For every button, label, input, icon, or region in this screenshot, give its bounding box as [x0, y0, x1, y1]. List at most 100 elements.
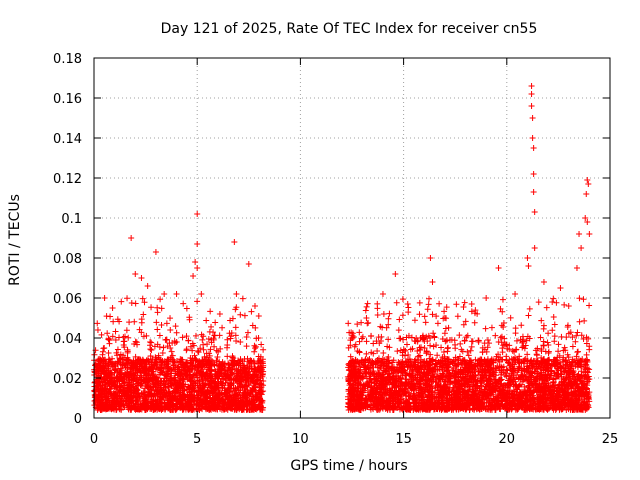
data-point — [167, 315, 174, 322]
data-point — [526, 305, 533, 312]
chart-title: Day 121 of 2025, Rate Of TEC Index for r… — [161, 21, 538, 37]
data-point — [535, 299, 542, 306]
data-point — [180, 300, 187, 307]
data-point — [212, 319, 219, 326]
data-point — [252, 324, 259, 331]
data-point — [114, 346, 121, 353]
data-point — [98, 331, 105, 338]
data-point — [106, 340, 113, 347]
data-point — [94, 320, 101, 327]
data-point — [454, 313, 461, 320]
data-point — [204, 341, 211, 348]
data-point — [190, 342, 197, 349]
data-point — [549, 327, 556, 334]
data-point — [109, 333, 116, 340]
data-point — [241, 312, 248, 319]
data-point — [197, 345, 204, 352]
data-point — [153, 319, 160, 326]
data-point — [427, 342, 434, 349]
data-point — [248, 363, 255, 370]
data-point — [124, 348, 131, 355]
data-point — [232, 324, 239, 331]
data-point — [232, 332, 239, 339]
data-point — [141, 299, 148, 306]
data-point — [224, 341, 231, 348]
data-point — [105, 380, 112, 387]
data-point — [227, 317, 234, 324]
data-point — [206, 350, 213, 357]
data-point — [105, 350, 112, 357]
data-point — [363, 338, 370, 345]
data-point — [147, 352, 154, 359]
data-point — [94, 326, 101, 333]
data-points — [91, 83, 593, 413]
data-point — [551, 333, 558, 340]
data-point — [160, 344, 167, 351]
data-point — [148, 347, 155, 354]
data-point — [507, 314, 514, 321]
data-point — [248, 308, 255, 315]
data-point — [125, 334, 132, 341]
data-point — [260, 346, 267, 353]
data-point — [183, 347, 190, 354]
data-point — [217, 345, 224, 352]
data-point — [148, 339, 155, 346]
data-point — [159, 350, 166, 357]
data-point — [185, 337, 192, 344]
data-point — [442, 325, 449, 332]
data-point — [112, 328, 119, 335]
data-point — [399, 312, 406, 319]
data-point — [132, 300, 139, 307]
data-point — [545, 342, 552, 349]
data-point — [140, 311, 147, 318]
data-point — [138, 319, 145, 326]
data-point — [199, 336, 206, 343]
data-point — [136, 326, 143, 333]
data-point — [126, 319, 133, 326]
data-point — [163, 336, 170, 343]
data-point — [191, 396, 198, 403]
data-point — [561, 301, 568, 308]
data-point — [499, 296, 506, 303]
data-point — [243, 343, 250, 350]
data-point — [158, 305, 165, 312]
data-point — [179, 334, 186, 341]
data-point — [138, 374, 145, 381]
data-point — [453, 301, 460, 308]
data-point — [258, 341, 265, 348]
data-point — [403, 341, 410, 348]
data-point — [154, 326, 161, 333]
data-point — [167, 326, 174, 333]
data-point — [104, 330, 111, 337]
data-point — [441, 330, 448, 337]
data-point — [356, 329, 363, 336]
data-point — [101, 295, 108, 302]
data-point — [471, 319, 478, 326]
data-point — [394, 348, 401, 355]
data-point — [203, 317, 210, 324]
data-point — [183, 305, 190, 312]
data-point — [255, 312, 262, 319]
data-point — [224, 336, 231, 343]
data-point — [123, 327, 130, 334]
data-point — [436, 300, 443, 307]
data-point — [156, 332, 163, 339]
data-point — [545, 330, 552, 337]
data-point — [118, 298, 125, 305]
data-point — [148, 304, 155, 311]
data-point — [237, 339, 244, 346]
data-point — [445, 344, 452, 351]
data-point — [576, 318, 583, 325]
data-point — [452, 345, 459, 352]
data-point — [364, 300, 371, 307]
data-point — [586, 302, 593, 309]
data-point — [550, 314, 557, 321]
data-point — [154, 304, 161, 311]
data-point — [243, 334, 250, 341]
data-point — [555, 341, 562, 348]
data-point — [124, 295, 131, 302]
data-point — [425, 301, 432, 308]
data-point — [99, 348, 106, 355]
data-point — [464, 348, 471, 355]
